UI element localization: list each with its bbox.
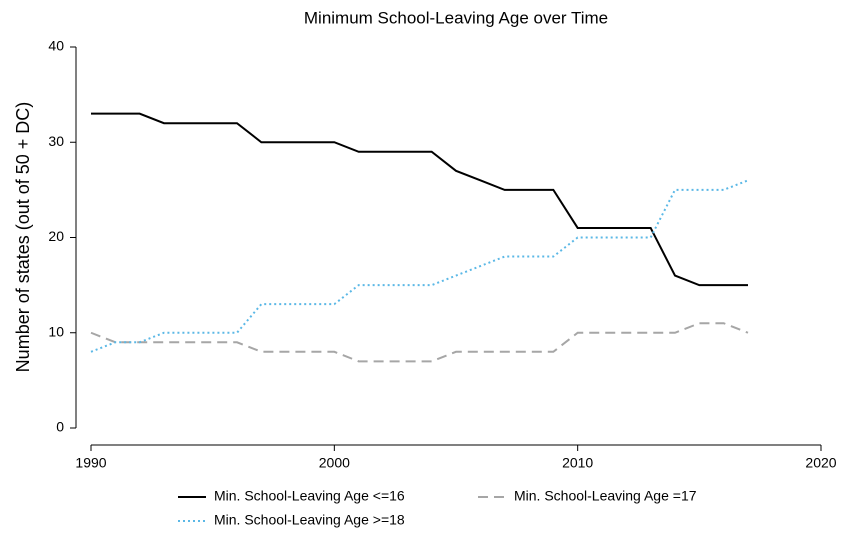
series-line [90,322,749,363]
y-axis-label: Number of states (out of 50 + DC) [13,102,33,373]
series-line [90,179,749,353]
x-tick-label: 2010 [562,455,593,471]
y-tick-label: 10 [48,323,64,339]
chart-title: Minimum School-Leaving Age over Time [304,8,608,27]
legend-label: Min. School-Leaving Age >=18 [214,512,405,528]
x-tick-label: 2000 [319,455,350,471]
y-tick-label: 20 [48,228,64,244]
y-tick-label: 40 [48,38,64,54]
series-line [91,112,748,287]
y-tick-label: 30 [48,133,64,149]
x-tick-label: 1990 [75,455,106,471]
legend-label: Min. School-Leaving Age =17 [514,488,697,504]
y-tick-label: 0 [56,419,64,435]
legend-label: Min. School-Leaving Age <=16 [214,488,405,504]
x-tick-label: 2020 [805,455,836,471]
